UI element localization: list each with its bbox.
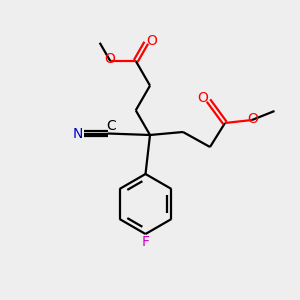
Text: C: C [107,119,116,133]
Text: N: N [72,127,82,140]
Text: O: O [104,52,115,67]
Text: O: O [198,91,208,104]
Text: O: O [247,112,258,125]
Text: F: F [142,236,149,249]
Text: O: O [146,34,157,48]
